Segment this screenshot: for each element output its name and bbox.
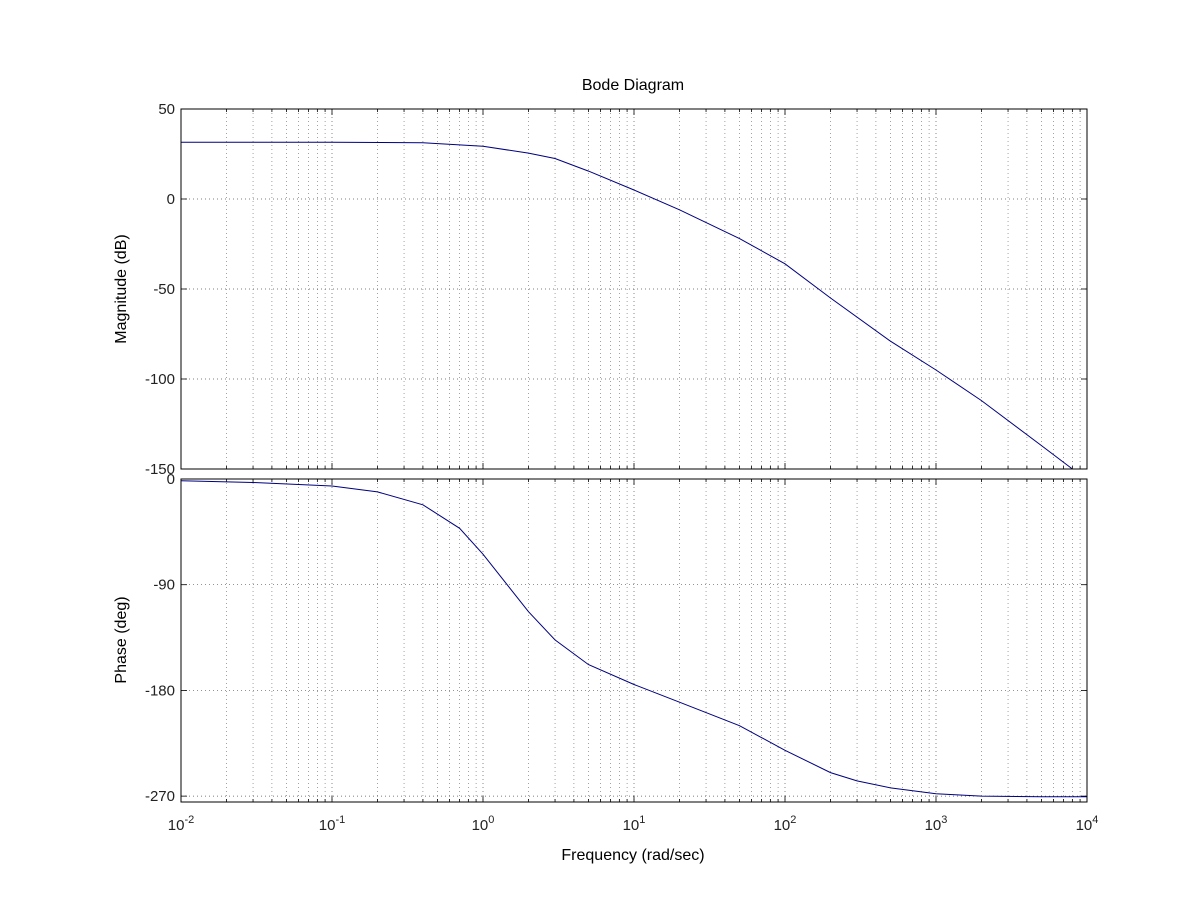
magnitude-y-axis-label: Magnitude (dB) (113, 234, 130, 343)
magnitude-panel: 50 0 -50 -100 -150 Magnitude (dB) (113, 101, 1088, 478)
magnitude-axes-box (180, 108, 1088, 470)
magnitude-y-tick-label: 0 (167, 191, 175, 208)
phase-y-tick-label: -180 (145, 682, 175, 699)
phase-axes-box (180, 478, 1088, 803)
phase-y-tick-label: 0 (167, 471, 175, 488)
phase-series-line (180, 480, 1087, 798)
magnitude-series-line (181, 141, 1073, 470)
magnitude-grid (181, 109, 1087, 469)
chart-title: Bode Diagram (582, 77, 684, 94)
frequency-x-axis-label: Frequency (rad/sec) (561, 847, 704, 864)
phase-panel: 0 -90 -180 -270 10-2 10-1 100 101 102 103 104 Pha… (113, 471, 1098, 864)
frequency-x-tick-label: 102 (774, 814, 797, 834)
magnitude-y-tick-label: -150 (145, 461, 175, 478)
phase-y-tick-label: -270 (145, 788, 175, 805)
frequency-x-tick-label: 104 (1076, 814, 1099, 834)
magnitude-y-tick-labels: 50 0 -50 -100 -150 (145, 101, 175, 478)
frequency-x-tick-label: 10-2 (168, 814, 194, 834)
phase-y-tick-labels: 0 -90 -180 -270 (145, 471, 175, 805)
frequency-x-tick-label: 10-1 (319, 814, 345, 834)
phase-y-tick-label: -90 (153, 577, 175, 594)
magnitude-y-tick-label: -50 (153, 281, 175, 298)
magnitude-y-tick-label: 50 (158, 101, 175, 118)
frequency-x-tick-label: 100 (472, 814, 495, 834)
frequency-x-tick-labels: 10-2 10-1 100 101 102 103 104 (168, 814, 1099, 834)
phase-y-axis-label: Phase (deg) (113, 596, 130, 683)
magnitude-y-tick-label: -100 (145, 371, 175, 388)
frequency-x-tick-label: 101 (623, 814, 646, 834)
frequency-x-tick-label: 103 (925, 814, 948, 834)
